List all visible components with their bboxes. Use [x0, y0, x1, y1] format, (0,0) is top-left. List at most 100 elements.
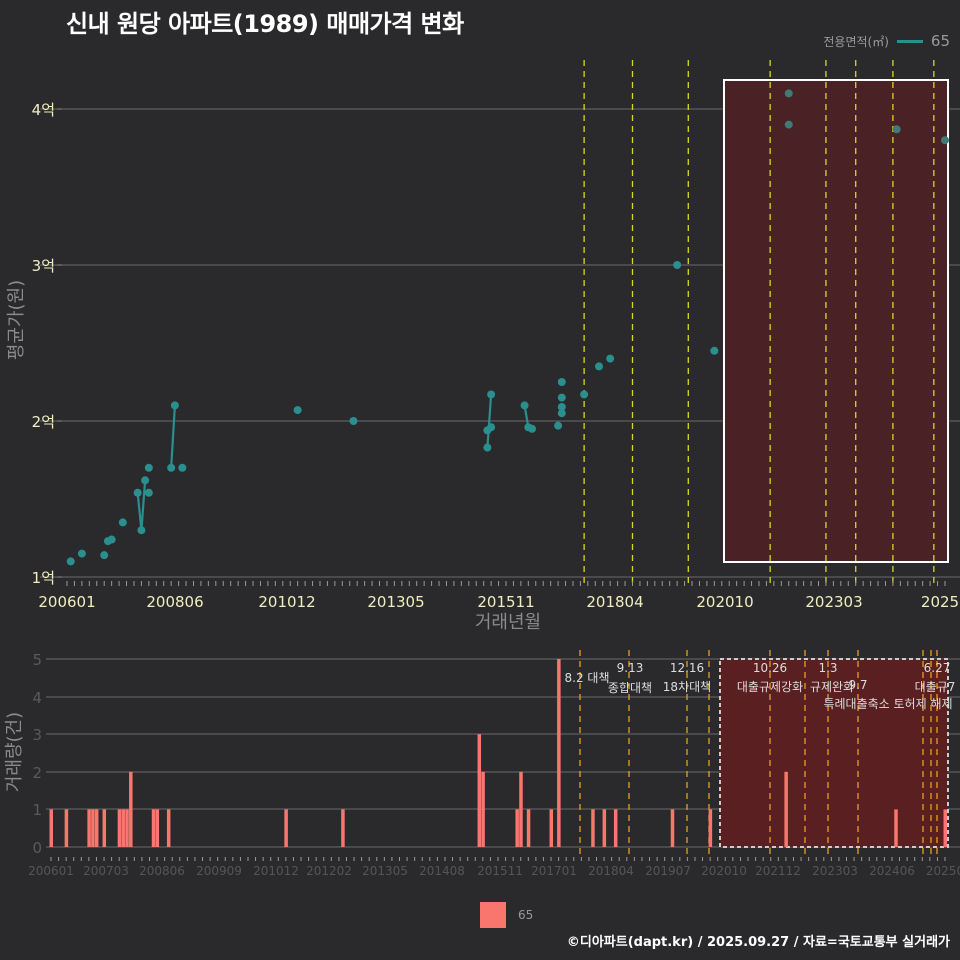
price-point	[144, 463, 153, 472]
price-point	[167, 463, 176, 472]
volume-bar	[784, 771, 788, 847]
x-tick-label: 200806	[139, 864, 185, 878]
price-point	[141, 476, 150, 485]
legend-swatch-icon	[480, 902, 506, 928]
price-point	[520, 401, 529, 410]
price-point	[487, 423, 496, 432]
x-tick-label: 200601	[38, 593, 95, 611]
volume-bar	[481, 771, 485, 847]
x-tick-label: 201511	[477, 864, 523, 878]
volume-bar	[708, 809, 713, 847]
x-tick-label: 200806	[146, 593, 203, 611]
price-point	[673, 261, 682, 269]
volume-bar	[284, 809, 288, 847]
volume-bar	[117, 809, 122, 847]
price-point	[483, 443, 492, 452]
price-point	[557, 402, 566, 411]
price-point	[554, 421, 563, 430]
policy-annotation: 9.7	[848, 678, 867, 692]
price-point	[941, 136, 949, 145]
volume-bar	[166, 809, 171, 847]
legend-volume: 65	[480, 902, 533, 928]
volume-bar	[91, 809, 95, 847]
legend-area: 전용면적(㎡) 65	[823, 32, 950, 50]
y-tick-label: 3억	[32, 257, 55, 275]
price-point	[557, 409, 566, 418]
volume-bar	[477, 734, 482, 847]
price-point	[557, 378, 566, 386]
x-tick-label: 202010	[701, 864, 747, 878]
x-tick-label: 202010	[696, 593, 753, 611]
x-axis-label: 거래년월	[475, 612, 541, 633]
policy-annotations: 8.2 대책 9.13 종합대책 12.16 18차대책 10.26 대출규제강화 1.3 규제…	[565, 661, 956, 711]
policy-annotation: 대출규제강화	[737, 680, 803, 694]
price-point	[557, 393, 566, 402]
policy-annotation: 대출규7	[915, 680, 956, 694]
volume-bar	[591, 809, 595, 847]
volume-bar	[129, 771, 133, 847]
footer-credit: ©디아파트(dapt.kr) / 2025.09.27 / 자료=국토교통부 실…	[566, 935, 950, 950]
x-tick-label: 202112	[755, 864, 801, 878]
volume-highlight-box	[719, 658, 949, 848]
price-point	[100, 551, 109, 560]
price-point	[892, 125, 901, 134]
price-point	[487, 390, 496, 399]
x-tick-label: 201305	[362, 864, 408, 878]
x-tick-label: 201907	[645, 864, 691, 878]
x-tick-label: 200703	[83, 864, 129, 878]
x-tick-label: 201511	[477, 593, 534, 611]
volume-y-axis-label: 거래량(건)	[4, 712, 25, 792]
price-point	[349, 417, 358, 425]
volume-bar	[102, 809, 107, 847]
price-point	[118, 518, 127, 527]
volume-bar	[341, 809, 345, 847]
price-point	[178, 463, 187, 472]
legend-volume-value: 65	[518, 908, 534, 922]
price-point	[606, 354, 615, 363]
y-tick-label: 2억	[32, 413, 55, 431]
volume-bar	[87, 809, 91, 847]
y-tick-label: 0	[32, 839, 42, 857]
volume-chart: 8.2 대책 9.13 종합대책 12.16 18차대책 10.26 대출규제강화 1.3 규제…	[4, 650, 960, 878]
volume-bar	[151, 809, 156, 847]
price-points	[66, 89, 949, 566]
x-tick-label: 20250	[926, 864, 960, 878]
y-tick-label: 3	[32, 726, 42, 744]
volume-policy-lines	[579, 650, 938, 858]
price-point	[784, 120, 793, 129]
price-point	[133, 488, 142, 497]
y-axis-label: 평균가(원)	[6, 280, 27, 360]
x-tick-label: 201804	[588, 864, 634, 878]
volume-y-axis: 0 1 2 3 4 5	[32, 651, 42, 857]
policy-annotation: 12.16	[670, 661, 704, 675]
highlight-box	[723, 79, 949, 563]
y-tick-label: 5	[32, 651, 42, 669]
volume-bar	[49, 809, 53, 847]
volume-bar	[894, 809, 898, 847]
y-tick-label: 1	[32, 801, 42, 819]
y-tick-label: 2	[32, 764, 42, 782]
x-tick-label: 201202	[306, 864, 352, 878]
chart-title: 신내 원당 아파트(1989) 매매가격 변화	[66, 10, 464, 38]
legend-area-value: 65	[930, 32, 950, 50]
volume-bar	[121, 809, 125, 847]
policy-annotation: 규제완화	[810, 680, 854, 694]
x-tick-label: 202303	[812, 864, 858, 878]
price-point	[170, 401, 179, 410]
x-tick-label: 202303	[805, 593, 862, 611]
volume-bars	[49, 659, 947, 847]
policy-annotation: 10.26	[753, 661, 787, 675]
price-y-axis: 4억 3억 2억 1억	[32, 101, 62, 587]
price-point	[784, 89, 793, 98]
y-tick-label: 4	[32, 689, 42, 707]
volume-bar	[519, 771, 523, 847]
x-tick-label: 200601	[28, 864, 74, 878]
legend-line-icon	[896, 39, 923, 43]
volume-bar	[602, 809, 607, 847]
policy-annotation: 8.2 대책	[565, 670, 610, 685]
volume-bar	[943, 809, 947, 847]
price-point	[66, 557, 75, 566]
volume-bar	[613, 809, 618, 847]
price-point	[528, 424, 537, 433]
